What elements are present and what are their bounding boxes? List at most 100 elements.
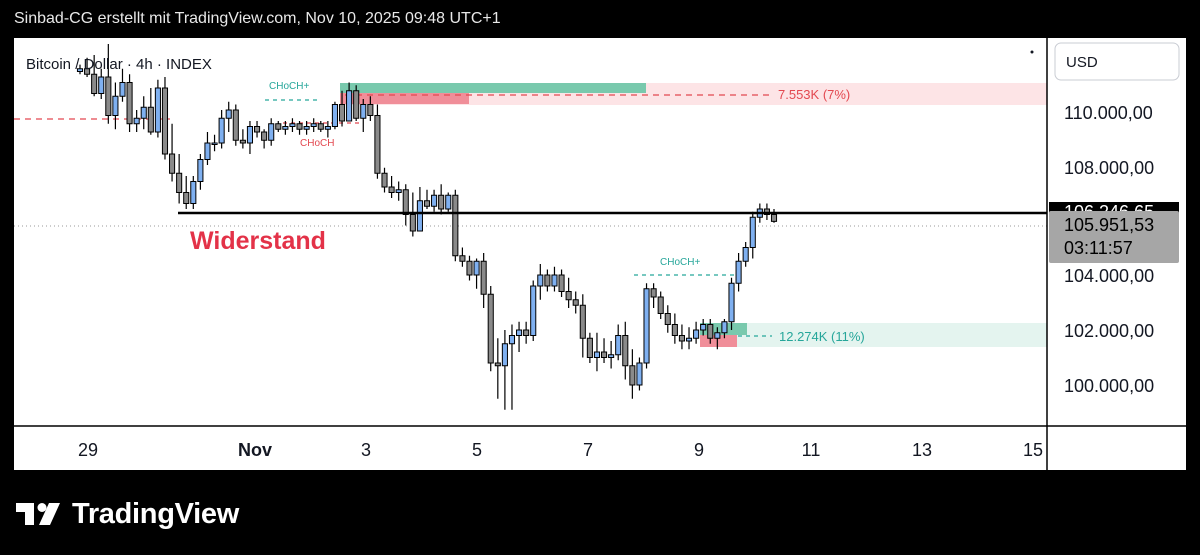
y-tick-label: 100.000,00 (1064, 376, 1154, 396)
candle-down (466, 260, 473, 276)
candle-down (338, 104, 346, 122)
candle-down (487, 293, 494, 364)
candle-down (388, 186, 395, 193)
y-tick-label: 110.000,00 (1064, 103, 1153, 123)
tradingview-logo-icon (16, 503, 60, 525)
candle-up (211, 142, 218, 145)
candle-up (246, 126, 254, 144)
x-tick-label: 11 (802, 440, 821, 460)
candle-down (91, 73, 98, 94)
candle-down (523, 329, 530, 336)
candle-up (282, 126, 289, 130)
chart-frame[interactable] (14, 38, 1186, 470)
candle-up (331, 104, 338, 127)
candle-up (112, 95, 119, 116)
candle-down (317, 123, 324, 130)
candle-up (593, 351, 601, 358)
candle-up (608, 354, 615, 358)
candle-down (239, 139, 246, 144)
candle-down (374, 115, 381, 174)
candle-down (232, 109, 239, 141)
candle-down (657, 296, 664, 314)
candle-up (537, 274, 544, 287)
current-price-label: 105.951,53 (1064, 215, 1154, 235)
candle-down (579, 304, 586, 339)
candle-up (516, 329, 523, 336)
candle-up (685, 337, 693, 342)
candle-up (721, 321, 728, 334)
candle-down (586, 337, 593, 358)
x-tick-label: 9 (694, 440, 704, 460)
candle-down (678, 335, 685, 342)
candle-up (501, 343, 508, 367)
candle-up (395, 189, 402, 193)
candle-up (693, 329, 700, 339)
candle-down (600, 351, 608, 358)
candle-up (218, 117, 225, 144)
candle-up (119, 82, 126, 97)
candle-down (558, 274, 565, 292)
currency-button[interactable] (1054, 42, 1180, 81)
countdown-label: 03:11:57 (1064, 238, 1133, 258)
candle-down (105, 76, 112, 116)
candle-up (289, 123, 296, 127)
candle-down (176, 172, 183, 193)
tradingview-logo: TradingView (16, 494, 239, 534)
candle-up (76, 68, 84, 72)
choch-plus-label-top: CHoCH+ (269, 81, 309, 92)
supply-measure-label: 7.553K (7%) (778, 87, 850, 102)
candle-down (622, 335, 629, 367)
candle-down (480, 260, 487, 295)
chart-title: Bitcoin / Dollar · 4h · INDEX (26, 56, 212, 73)
candle-down (763, 208, 770, 215)
candle-down (253, 126, 261, 133)
candle-down (494, 362, 501, 367)
chart-caption: Sinbad-CG erstellt mit TradingView.com, … (14, 10, 501, 27)
candle-up (735, 260, 742, 284)
more-dot-icon[interactable] (1030, 50, 1034, 54)
candle-down (438, 194, 445, 210)
x-tick-label: Nov (238, 440, 272, 460)
demand-measure-label: 12.274K (11%) (779, 329, 865, 344)
x-tick-label: 15 (1023, 440, 1043, 460)
supply-zone-green-part (340, 83, 646, 93)
candle-up (98, 76, 105, 94)
candle-down (381, 172, 388, 188)
candle-up (742, 247, 749, 262)
candle-up (508, 335, 516, 345)
y-tick-label: 104.000,00 (1064, 266, 1154, 286)
candle-up (700, 324, 707, 331)
candle-down (84, 68, 91, 75)
candle-up (431, 194, 438, 207)
candle-down (664, 313, 671, 325)
x-tick-label: 3 (361, 440, 371, 460)
candle-down (296, 123, 303, 130)
candle-down (707, 324, 714, 339)
resistance-label: Widerstand (190, 227, 326, 255)
candle-down (423, 200, 431, 207)
choch-label: CHoCH (300, 138, 334, 149)
candle-down (183, 192, 190, 204)
candle-down (275, 123, 282, 130)
supply-zone-red-part (340, 93, 469, 104)
y-tick-label: 108.000,00 (1064, 158, 1154, 178)
candle-up (728, 282, 735, 323)
candle-up (204, 142, 211, 160)
x-tick-label: 7 (583, 440, 593, 460)
candle-up (530, 285, 537, 336)
candle-up (445, 194, 452, 210)
candle-down (147, 106, 154, 133)
candle-up (643, 288, 650, 364)
candle-up (190, 181, 197, 204)
candle-down (629, 365, 636, 386)
candle-up (225, 109, 232, 119)
candle-up (615, 335, 622, 356)
candle-up (140, 106, 147, 119)
x-tick-label: 29 (78, 440, 98, 460)
candle-up (636, 362, 643, 386)
candle-up (551, 274, 558, 287)
demand-zone (700, 323, 1047, 347)
candle-up (324, 126, 331, 130)
current-price-tag (1049, 211, 1179, 263)
